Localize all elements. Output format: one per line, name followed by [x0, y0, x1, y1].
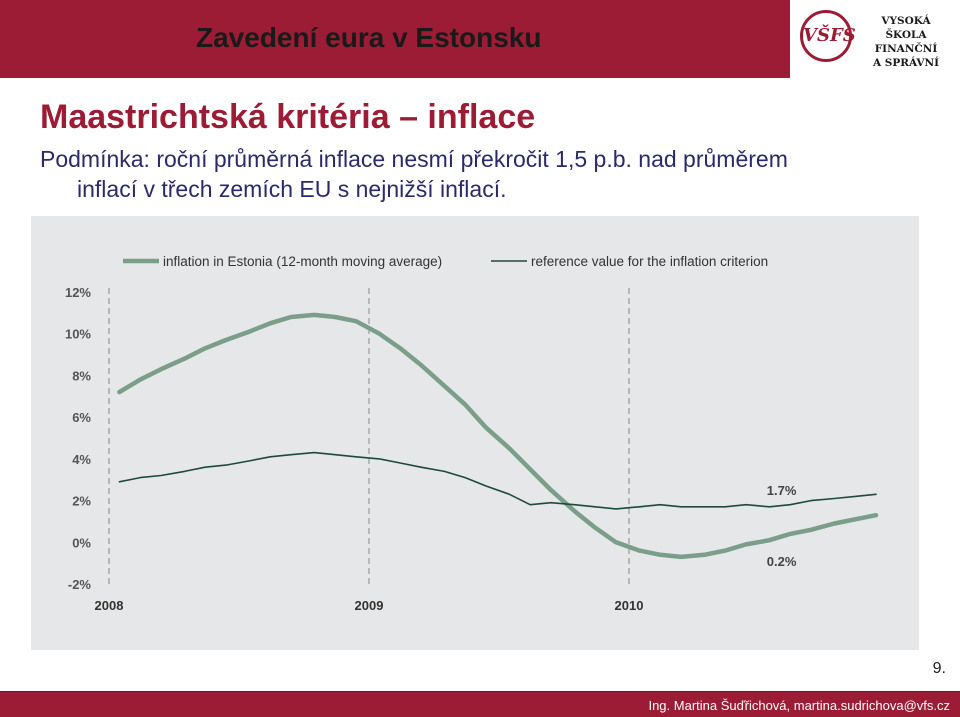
condition-line-2: inflací v třech zemích EU s nejnižší inf…: [77, 176, 507, 202]
footer-bar: Ing. Martina Šuďřichová, martina.sudrich…: [0, 692, 960, 717]
y-tick-label: 8%: [72, 368, 91, 383]
legend-label: inflation in Estonia (12-month moving av…: [163, 254, 442, 269]
footer-text: Ing. Martina Šuďřichová, martina.sudrich…: [648, 698, 950, 713]
y-tick-label: 12%: [65, 285, 91, 300]
y-tick-label: -2%: [68, 577, 92, 592]
y-tick-label: 4%: [72, 452, 91, 467]
vsfs-logo-mark: VŠFS: [800, 10, 856, 62]
condition-line-1: Podmínka: roční průměrná inflace nesmí p…: [40, 146, 788, 172]
data-label: 0.2%: [767, 554, 797, 569]
page-number: 9.: [932, 660, 946, 677]
logo-line-1: VYSOKÁ ŠKOLA: [881, 15, 931, 41]
series-line-2: [118, 451, 877, 510]
inflation-chart: 12% 10% 8% 6% 4% 2% 0% -2% 2008 2009 2010 inflation…: [31, 216, 919, 650]
legend-label: reference value for the inflation criter…: [531, 254, 768, 269]
x-tick-label: 2009: [355, 598, 384, 613]
x-tick-label: 2010: [615, 598, 644, 613]
y-tick-label: 0%: [72, 535, 91, 550]
logo-line-2: FINANČNÍ: [874, 43, 938, 55]
section-heading: Maastrichtská kritéria – inflace: [40, 98, 536, 136]
series-line-1: [117, 312, 879, 560]
data-label: 1.7%: [767, 483, 797, 498]
chart-svg: 12% 10% 8% 6% 4% 2% 0% -2%2008 2009 2010 inflation…: [65, 254, 879, 613]
condition-text: Podmínka: roční průměrná inflace nesmí p…: [40, 144, 940, 204]
slide-title: Zavedení eura v Estonsku: [196, 22, 542, 53]
y-tick-label: 2%: [72, 494, 91, 509]
footer-divider: [0, 691, 960, 692]
y-tick-label: 10%: [65, 327, 91, 342]
x-tick-label: 2008: [95, 598, 124, 613]
school-logo: VŠFS VYSOKÁ ŠKOLA FINANČNÍ A SPRÁVNÍ: [790, 0, 960, 78]
title-bar: Zavedení eura v Estonsku: [0, 0, 790, 78]
y-tick-label: 6%: [72, 410, 91, 425]
logo-line-3: A SPRÁVNÍ: [872, 57, 940, 69]
logo-text: VYSOKÁ ŠKOLA FINANČNÍ A SPRÁVNÍ: [860, 14, 952, 70]
